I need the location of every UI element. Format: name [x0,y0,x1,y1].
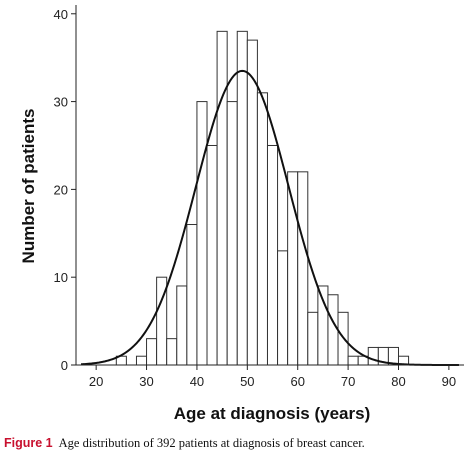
normal-curve [80,69,459,366]
x-tick-label: 60 [290,374,304,389]
histogram-bar [196,101,208,366]
histogram-bars [115,30,410,366]
y-tick-label: 20 [54,182,68,197]
histogram-bar [327,294,339,366]
histogram-bar [347,355,359,366]
figure-caption-text: Age distribution of 392 patients at diag… [58,436,365,450]
x-axis-title: Age at diagnosis (years) [174,404,371,423]
x-tick-label: 90 [442,374,456,389]
y-ticks: 0 10 20 30 40 [54,7,76,373]
histogram-bar [206,144,218,366]
histogram-bar [256,92,268,366]
figure-caption: Figure 1 Age distribution of 392 patients… [4,436,466,451]
histogram-bar [216,30,228,366]
histogram-bar [367,346,379,366]
histogram-bar [236,30,248,366]
figure-label: Figure 1 [4,436,53,450]
histogram-bar [186,224,198,366]
y-tick-label: 40 [54,7,68,22]
histogram-bar [166,338,178,366]
histogram-bar [266,144,279,366]
x-tick-label: 30 [139,374,153,389]
histogram-chart: 20 30 40 50 60 70 80 90 0 10 20 30 40 Age at diagno… [19,5,464,423]
x-tick-label: 20 [89,374,103,389]
histogram-bar [307,311,319,366]
x-tick-label: 40 [190,374,204,389]
y-tick-label: 0 [61,358,68,373]
y-axis-title: Number of patients [19,109,38,264]
histogram-bar [297,171,309,366]
x-tick-label: 50 [240,374,254,389]
y-tick-label: 10 [54,270,68,285]
y-tick-label: 30 [54,95,68,110]
histogram-bar [226,101,238,366]
histogram-bar [246,39,258,366]
x-ticks: 20 30 40 50 60 70 80 90 [89,365,456,389]
histogram-bar [176,285,188,366]
x-tick-label: 70 [341,374,355,389]
histogram-bar [135,355,148,366]
x-tick-label: 80 [391,374,405,389]
histogram-bar [277,250,289,366]
histogram-bar [146,338,158,366]
